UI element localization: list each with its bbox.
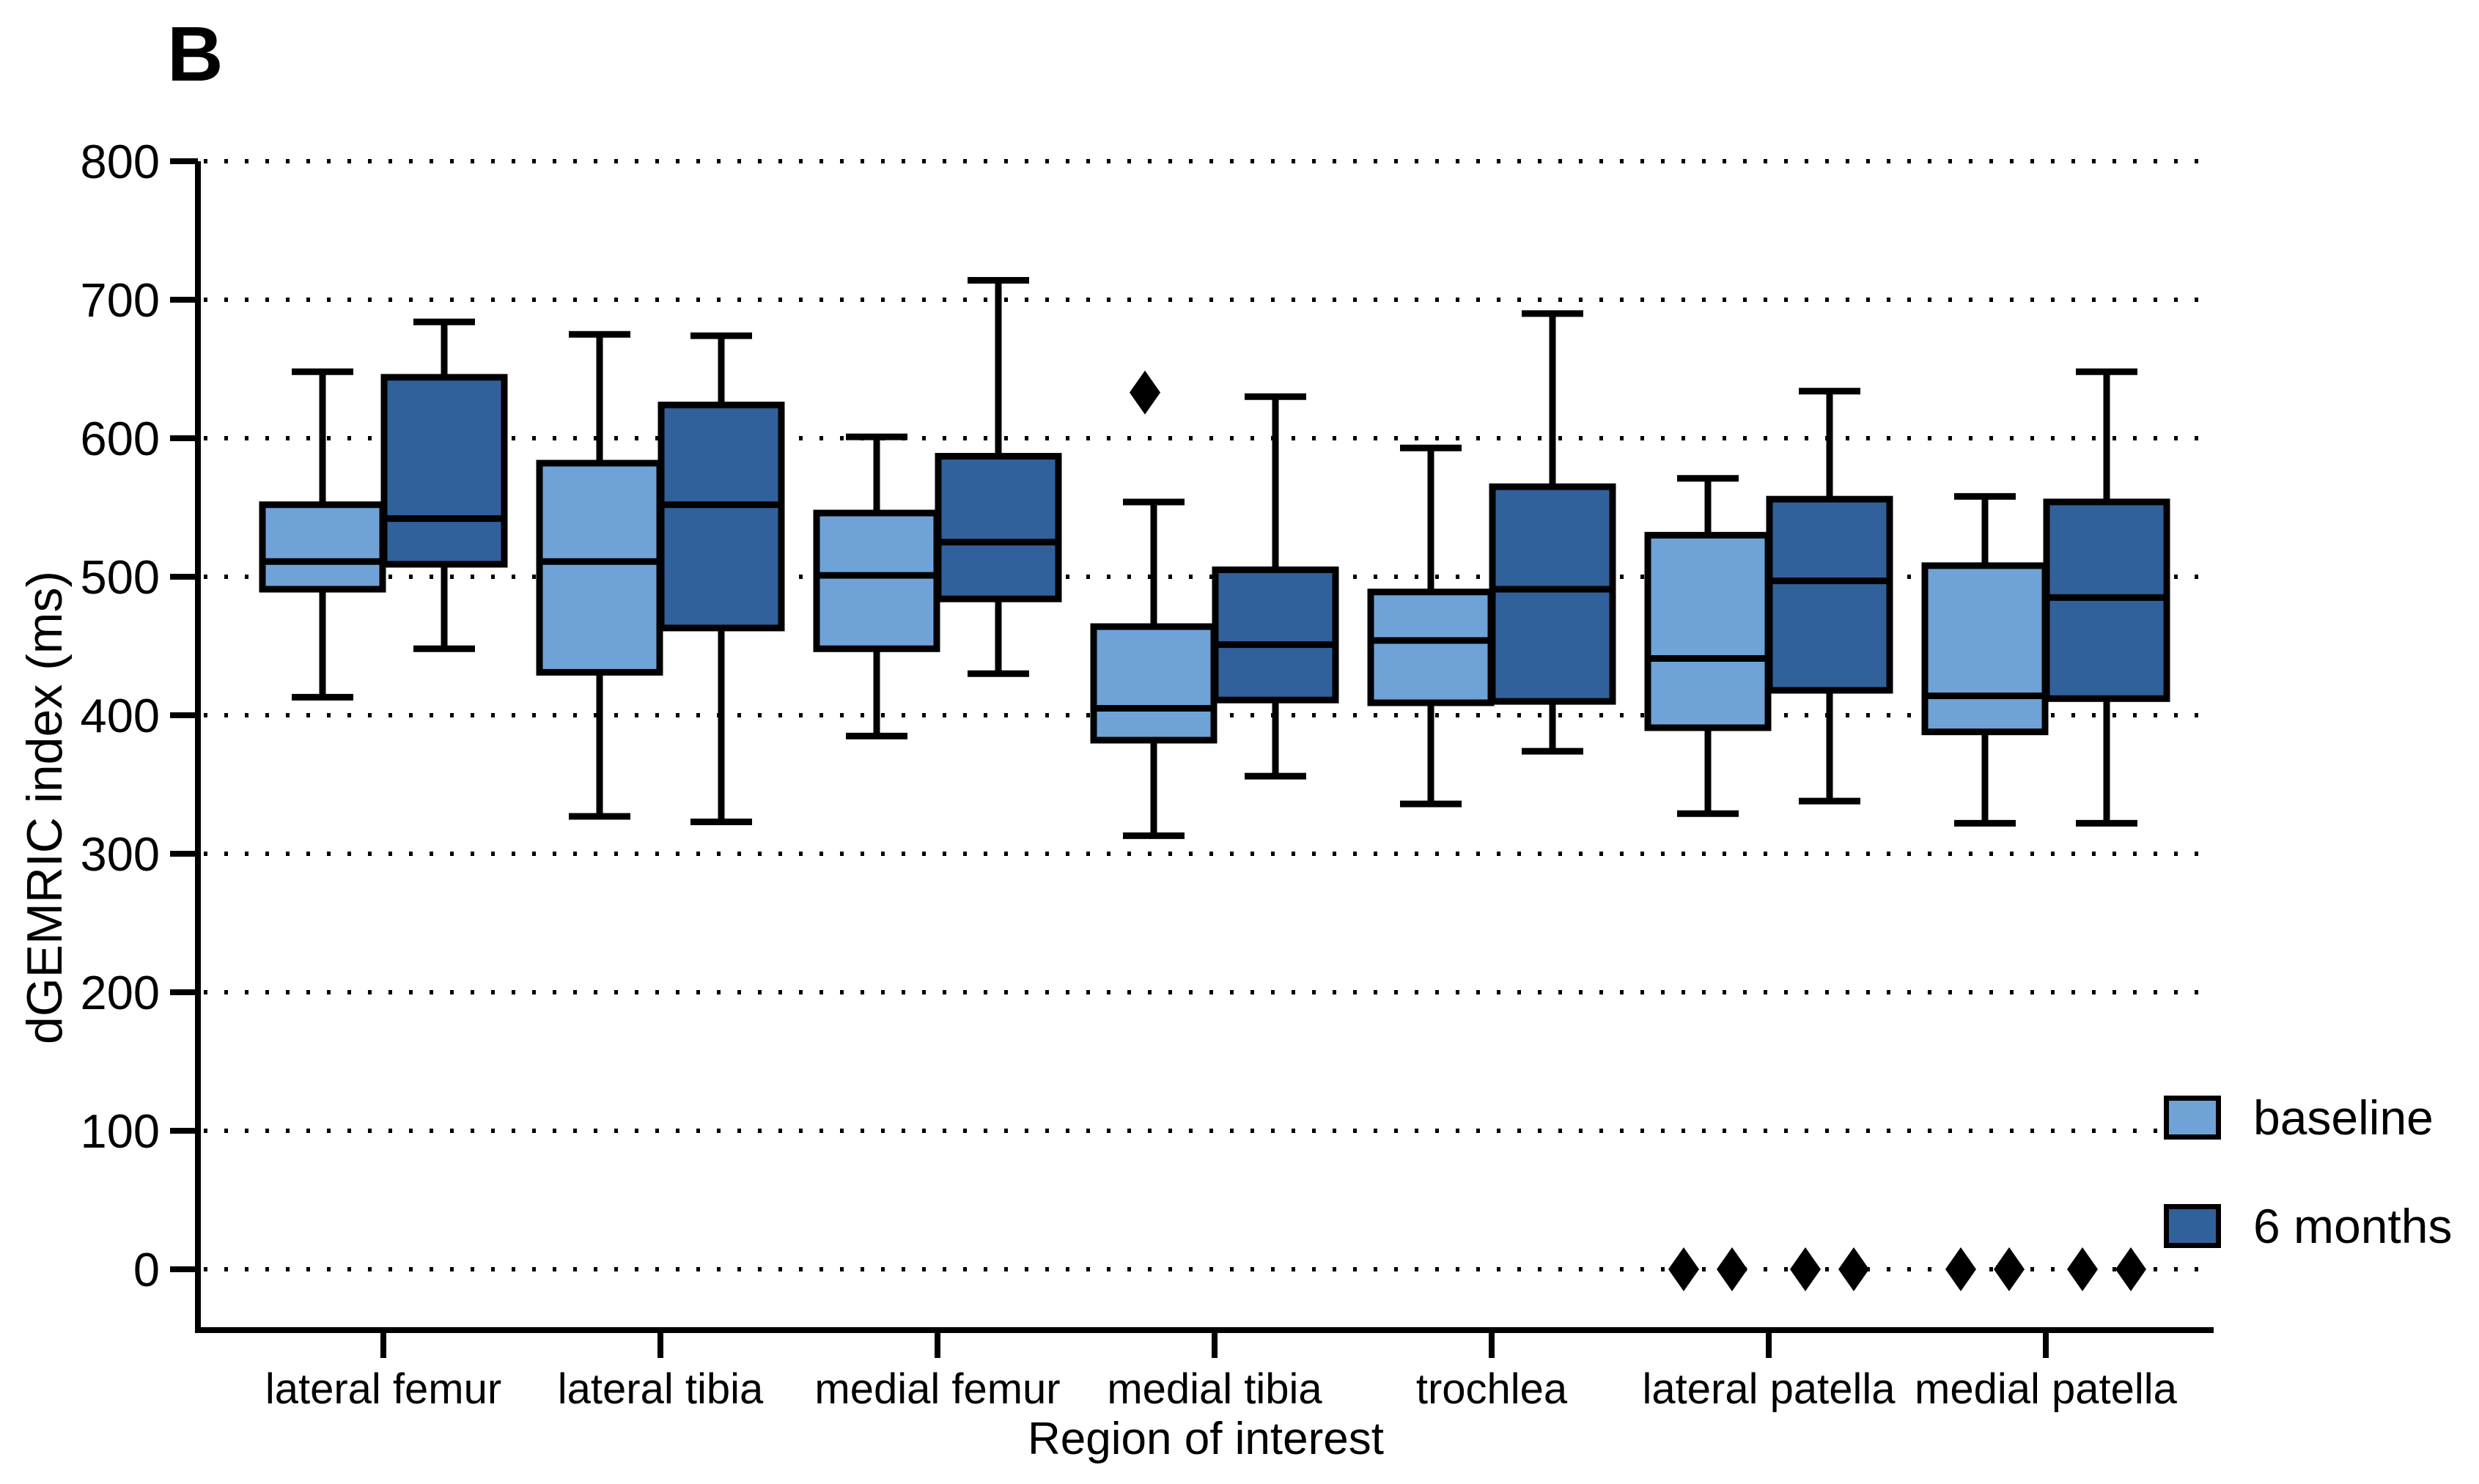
box-6-months [935, 453, 1062, 602]
box-6-months [1489, 483, 1616, 705]
y-tick-label: 200 [81, 966, 160, 1019]
box-baseline [259, 501, 386, 593]
zero-marker [1945, 1247, 1976, 1291]
y-tick-label: 600 [81, 412, 160, 465]
zero-marker [1838, 1247, 1869, 1291]
x-category-label: medial femur [814, 1365, 1060, 1413]
box-6-months [657, 402, 785, 632]
box-baseline [1367, 588, 1495, 706]
y-tick-label: 500 [81, 550, 160, 604]
legend: baseline 6 months [2164, 1090, 2453, 1254]
x-category-label: lateral femur [265, 1365, 501, 1413]
panel-label: B [167, 11, 224, 97]
y-tick-label: 100 [81, 1104, 160, 1158]
x-category-label: medial patella [1915, 1365, 2178, 1413]
y-tick-label: 800 [81, 135, 160, 188]
box-baseline [1921, 562, 2049, 736]
x-axis-title: Region of interest [1028, 1414, 1384, 1464]
baseline-swatch-icon [2164, 1096, 2221, 1140]
zero-marker [1717, 1247, 1747, 1291]
axis-frame [195, 161, 2214, 1333]
legend-entry-6-months: 6 months [2164, 1198, 2452, 1254]
x-category-label: trochlea [1416, 1365, 1568, 1413]
y-tick-label: 400 [81, 689, 160, 742]
box-baseline [1090, 623, 1218, 744]
box-baseline [1644, 531, 1772, 731]
legend-label-6-months: 6 months [2253, 1199, 2453, 1253]
outlier-marker [1130, 370, 1160, 415]
six-months-swatch-icon [2164, 1204, 2221, 1248]
box-baseline [536, 459, 663, 676]
zero-marker [1790, 1247, 1821, 1291]
box-baseline [813, 509, 940, 652]
y-axis-title: dGEMRIC index (ms) [17, 570, 73, 1044]
x-category-label: lateral tibia [558, 1365, 764, 1413]
y-tick-label: 700 [81, 273, 160, 327]
y-tick-label: 0 [133, 1243, 160, 1296]
zero-marker [2067, 1247, 2098, 1291]
box-6-months [1766, 495, 1893, 694]
zero-marker [2115, 1247, 2146, 1291]
x-category-label: medial tibia [1107, 1365, 1322, 1413]
legend-entry-baseline: baseline [2164, 1090, 2452, 1145]
box-6-months [1212, 566, 1339, 704]
x-category-label: lateral patella [1643, 1365, 1896, 1413]
box-6-months [380, 374, 508, 568]
legend-label-baseline: baseline [2253, 1090, 2434, 1145]
y-tick-label: 300 [81, 827, 160, 881]
zero-marker [1668, 1247, 1699, 1291]
zero-marker [1994, 1247, 2025, 1291]
